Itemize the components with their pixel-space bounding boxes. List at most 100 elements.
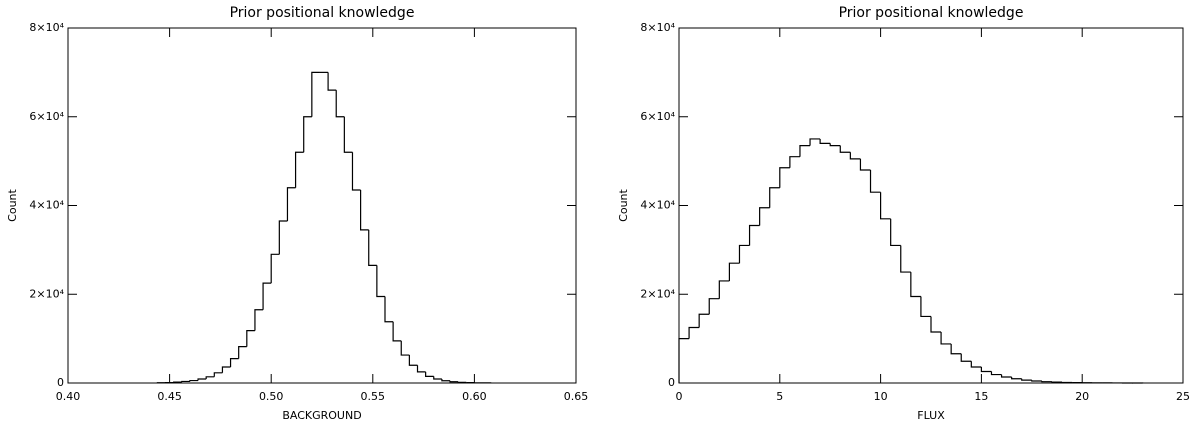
- x-tick-label: 15: [974, 390, 988, 403]
- histogram-bar: [376, 265, 385, 298]
- histogram-bar: [205, 376, 215, 380]
- y-tick-label: 0: [668, 376, 675, 389]
- y-tick-label: 6×10⁴: [640, 110, 675, 123]
- histogram-bar: [1000, 374, 1012, 378]
- y-tick-label: 4×10⁴: [29, 199, 64, 212]
- chart-title: Prior positional knowledge: [839, 5, 1024, 21]
- histogram-bar: [286, 187, 296, 222]
- x-tick-label: 25: [1176, 390, 1190, 403]
- histogram-bar: [457, 381, 467, 383]
- histogram-bar: [416, 365, 426, 373]
- histogram-bar: [910, 272, 921, 298]
- x-axis-label: BACKGROUND: [282, 409, 361, 422]
- x-tick-label: 5: [776, 390, 783, 403]
- histogram-bar: [789, 156, 800, 168]
- histogram-bar: [809, 138, 821, 146]
- histogram-bar: [189, 379, 199, 382]
- histogram-bar: [270, 253, 280, 284]
- x-axis-label: FLUX: [917, 409, 945, 422]
- histogram-bar: [408, 355, 418, 366]
- histogram-bar: [1011, 377, 1022, 380]
- histogram-bar: [859, 158, 871, 171]
- x-tick-label: 10: [874, 390, 888, 403]
- histogram-bar: [1031, 380, 1042, 382]
- histogram-bar: [970, 361, 982, 368]
- histogram-bar: [351, 152, 361, 191]
- histogram-bar: [441, 379, 451, 382]
- histogram-bar: [900, 245, 911, 273]
- histogram-bar: [839, 145, 851, 153]
- histogram-bar: [718, 280, 730, 299]
- histogram-bar: [880, 192, 891, 220]
- y-tick-label: 8×10⁴: [640, 21, 675, 34]
- histogram-bar: [829, 143, 841, 147]
- histogram-bar: [799, 144, 811, 157]
- histogram-bar: [343, 116, 353, 153]
- histogram-bar: [1041, 381, 1052, 383]
- histogram-bar: [930, 316, 942, 333]
- histogram-bar: [698, 313, 710, 328]
- histogram-bar: [708, 298, 720, 315]
- y-tick-label: 6×10⁴: [29, 110, 64, 123]
- histogram-bar: [748, 224, 760, 246]
- histogram-bar: [246, 330, 255, 347]
- histogram-bar: [449, 380, 459, 383]
- histogram-bar: [433, 376, 442, 380]
- histogram-bar: [779, 167, 790, 188]
- histogram-bar: [229, 357, 239, 368]
- histogram-bar: [819, 138, 831, 144]
- x-tick-label: 0.60: [462, 390, 487, 403]
- histogram-bar: [940, 331, 952, 345]
- histogram-bar: [262, 282, 272, 310]
- histogram-bar: [238, 346, 247, 359]
- plot-frame: [67, 27, 577, 384]
- histogram-bar: [728, 262, 740, 281]
- histogram-bar: [759, 207, 770, 226]
- x-tick-label: 0.45: [157, 390, 182, 403]
- x-tick-label: 20: [1075, 390, 1089, 403]
- x-tick-label: 0.40: [56, 390, 81, 403]
- histogram-bar: [303, 116, 312, 153]
- histogram-bar: [990, 371, 1002, 376]
- histogram-bar: [980, 367, 992, 373]
- histogram-bar: [950, 343, 962, 355]
- histogram-bar: [769, 187, 780, 208]
- histogram-bar: [197, 378, 207, 381]
- histogram-bar: [360, 189, 369, 231]
- histogram-bar: [294, 151, 304, 188]
- histogram-bar: [311, 71, 320, 117]
- y-tick-label: 4×10⁴: [640, 199, 675, 212]
- histogram-bar: [425, 371, 434, 377]
- y-axis-label: Count: [6, 188, 19, 221]
- histogram-bar: [400, 340, 410, 356]
- x-tick-label: 0.50: [259, 390, 284, 403]
- histogram-bar: [960, 353, 972, 362]
- y-tick-label: 2×10⁴: [640, 287, 675, 300]
- histogram-bar: [221, 366, 231, 373]
- x-tick-label: 0.55: [361, 390, 386, 403]
- histogram-bar: [920, 296, 931, 318]
- y-tick-label: 0: [57, 376, 64, 389]
- histogram-bar: [254, 309, 264, 331]
- histogram-bar: [335, 90, 345, 118]
- histogram-bar: [678, 338, 690, 383]
- histogram-bar: [392, 321, 402, 342]
- histogram-bar: [688, 326, 700, 339]
- y-tick-label: 2×10⁴: [29, 287, 64, 300]
- histogram-bar: [384, 296, 394, 323]
- histogram-bar: [849, 152, 861, 160]
- histogram-bar: [738, 244, 750, 264]
- chart-title: Prior positional knowledge: [230, 5, 415, 21]
- histogram-bar: [890, 218, 901, 247]
- x-tick-label: 0: [676, 390, 683, 403]
- histogram-bar: [327, 72, 337, 91]
- histogram-bar: [1021, 378, 1032, 381]
- histogram-bar: [869, 170, 881, 193]
- y-axis-label: Count: [617, 188, 630, 221]
- histogram-bar: [213, 372, 223, 377]
- histogram-bar: [181, 380, 190, 383]
- histogram-bar: [278, 220, 288, 255]
- histogram-bar: [368, 229, 377, 267]
- x-tick-label: 0.65: [564, 390, 589, 403]
